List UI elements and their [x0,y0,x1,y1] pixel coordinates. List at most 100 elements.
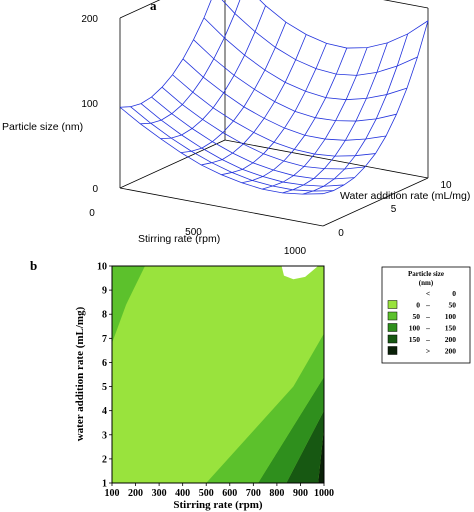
legend-swatch [388,289,397,297]
legend-swatch [387,346,398,355]
legend-entry-op: – [425,335,430,344]
mesh-line-y [172,74,376,157]
y-tick-label: 5 [391,204,397,215]
contour-region [258,376,324,483]
floor-back-edge [224,139,429,179]
y-tick-label: 2 [102,454,107,465]
mesh-line-y [203,17,408,101]
contour-ticks: 100 200 300 400 500 600 700 800 900 1000 1 2 3 4 5 6 7 8 9… [97,262,334,500]
y-axis-line [322,177,429,227]
y-tick-label: 9 [102,286,107,297]
mesh-line-x [119,0,212,108]
contour-region [281,266,319,280]
surface-plot: 0 100 200 0 500 1000 0 5 10 Particle size (nm) W… [2,0,470,257]
mesh-line-x [241,47,348,184]
x-tick-label: 900 [293,488,308,499]
z-tick-label: 100 [81,99,98,110]
contour-plot: 100 200 300 400 500 600 700 800 900 1000123456789… [74,262,471,511]
mesh-line-y [119,106,324,195]
panel-label-a: a [150,0,157,13]
x-tick-label: 800 [269,488,284,499]
legend-entry-low: 150 [409,335,421,344]
contour-regions [112,266,324,483]
surface-mesh [119,0,429,195]
legend-title-line-1: Particle size [408,270,444,278]
legend-entry-op: < [426,289,430,298]
z-tick-label: 200 [81,14,98,25]
legend-swatch [387,323,398,332]
legend-entry-op: – [425,301,430,310]
legend-entry-low: 0 [416,301,420,310]
x-tick-label: 200 [128,488,143,499]
surface-tick-labels: 0 100 200 0 500 1000 0 5 10 [81,14,452,257]
surface-zlabel: Particle size (nm) [2,121,83,133]
legend-entry-high: 200 [445,347,457,356]
legend-entry-high: 100 [445,312,457,321]
x-tick-label: 300 [152,488,167,499]
mesh-line-x [221,43,327,176]
left-top-edge [119,0,161,19]
mesh-line-x [180,22,287,154]
contour-region [112,266,145,344]
legend-entry-high: 0 [452,289,456,298]
contour-legend: Particle size (nm) <00–5050–100100–15015… [381,266,471,364]
legend-entry-op: – [425,312,430,321]
contour-plot-frame [111,265,325,484]
legend-entry-high: 50 [449,301,457,310]
legend-swatch [387,334,398,344]
mesh-line-x [322,20,429,195]
mesh-line-y [221,0,418,76]
x-tick-label: 600 [222,488,237,499]
y-tick-label: 8 [102,310,107,321]
contour-region [286,410,324,483]
y-tick-label: 5 [102,382,107,393]
legend-entry-high: 200 [445,335,457,344]
legend-entry-op: > [426,347,430,356]
x-tick-label: 400 [175,488,190,499]
legend-swatch [387,300,398,309]
mesh-line-x [160,5,266,140]
x-tick-label: 100 [105,488,120,499]
surface-xlabel: Stirring rate (rpm) [138,233,220,245]
x-tick-label: 0 [89,208,95,219]
z-tick-label: 0 [92,184,98,195]
y-tick-label: 6 [102,358,107,369]
x-tick-label: 500 [185,227,202,238]
y-tick-label: 4 [102,406,107,417]
y-tick-label: 0 [338,228,344,239]
contour-region [318,427,324,483]
legend-entry-low: 50 [413,312,421,321]
panel-label-b: b [30,258,37,273]
y-tick-label: 1 [102,479,107,490]
surface-ylabel: Water addition rate (mL/mg) [340,190,470,202]
y-tick-label: 10 [97,262,107,273]
x-tick-label: 1000 [314,488,334,499]
mesh-line-y [193,39,397,122]
x-tick-label: 1000 [284,246,307,257]
back-top-edge [383,0,429,9]
contour-region [206,333,324,483]
x-tick-label: 500 [199,488,214,499]
y-tick-label: 3 [102,430,107,441]
legend-title-line-2: (nm) [419,279,434,287]
x-axis-line [119,187,324,227]
surface-plot-box [119,0,429,227]
contour-ylabel: water addition rate (mL/mg) [74,306,86,441]
x-tick-label: 700 [246,488,261,499]
legend-entry-op: – [425,324,430,333]
mesh-line-x [140,0,241,125]
mesh-line-x [302,33,409,195]
mesh-line-y [151,96,355,180]
y-tick-label: 7 [102,334,107,345]
mesh-line-x [282,42,388,194]
mesh-line-x [261,47,368,190]
contour-xlabel: Stirring rate (rpm) [173,499,263,511]
legend-entry-high: 150 [445,324,457,333]
mesh-line-y [259,0,429,49]
legend-entry-low: 100 [409,324,421,333]
floor-left-edge [119,139,226,189]
legend-swatch [387,311,398,321]
y-tick-label: 10 [440,180,452,191]
